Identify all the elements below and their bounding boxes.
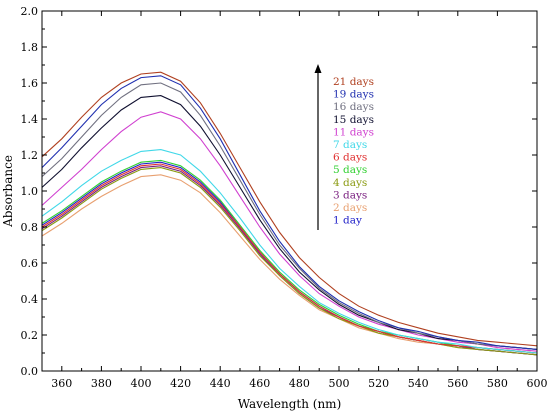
- y-tick-label: 0.8: [21, 221, 39, 234]
- series-line-7-days: [41, 149, 538, 354]
- plot-frame: [41, 10, 538, 372]
- trend-arrow-head: [314, 64, 322, 73]
- y-tick-label: 2.0: [21, 5, 39, 18]
- x-tick-label: 560: [447, 377, 468, 390]
- y-axis-title: Absorbance: [1, 155, 15, 228]
- legend-entry: 1 day: [333, 215, 362, 227]
- x-tick-label: 500: [329, 377, 350, 390]
- series-line-21-days: [41, 71, 538, 347]
- legend-entry: 19 days: [333, 89, 374, 101]
- series-line-16-days: [41, 82, 538, 350]
- series-line-11-days: [41, 111, 538, 352]
- legend-entry: 21 days: [333, 76, 374, 88]
- x-tick-label: 400: [131, 377, 152, 390]
- legend-entry: 6 days: [333, 152, 367, 164]
- axes: 360 380 400 420 440 460 480 500 520 540 560 580 600 0…: [21, 5, 548, 390]
- series-line-15-days: [41, 95, 538, 350]
- y-tick-label: 0.6: [21, 257, 39, 270]
- x-tick-label: 440: [210, 377, 231, 390]
- series-line-1-day: [41, 161, 538, 356]
- legend-entry: 16 days: [333, 101, 374, 113]
- x-tick-label: 460: [249, 377, 270, 390]
- y-tick-label: 1.8: [21, 41, 39, 54]
- y-tick-label: 1.2: [21, 149, 39, 162]
- x-tick-label: 600: [527, 377, 548, 390]
- x-tick-label: 540: [408, 377, 429, 390]
- x-tick-label: 380: [91, 377, 112, 390]
- y-tick-label: 1.4: [21, 113, 39, 126]
- legend-entry: 2 days: [333, 202, 367, 214]
- series-line-19-days: [41, 75, 538, 350]
- y-tick-label: 0.2: [21, 329, 39, 342]
- y-tick-label: 0.0: [21, 365, 39, 378]
- series-line-6-days: [41, 163, 538, 354]
- x-axis-title: Wavelength (nm): [238, 397, 342, 411]
- x-tick-label: 520: [368, 377, 389, 390]
- legend-entry: 4 days: [333, 177, 367, 189]
- y-tick-label: 0.4: [21, 293, 39, 306]
- legend-entry: 15 days: [333, 114, 374, 126]
- y-tick-label: 1.6: [21, 77, 39, 90]
- x-tick-label: 420: [170, 377, 191, 390]
- legend-entry: 5 days: [333, 164, 367, 176]
- legend-entry: 3 days: [333, 189, 367, 201]
- y-tick-label: 1.0: [21, 185, 39, 198]
- x-tick-label: 360: [51, 377, 72, 390]
- x-tick-label: 480: [289, 377, 310, 390]
- series-line-4-days: [41, 167, 538, 356]
- series-lines: [41, 71, 538, 356]
- x-tick-label: 580: [487, 377, 508, 390]
- legend-entry: 7 days: [333, 139, 367, 151]
- legend-entry: 11 days: [333, 126, 374, 138]
